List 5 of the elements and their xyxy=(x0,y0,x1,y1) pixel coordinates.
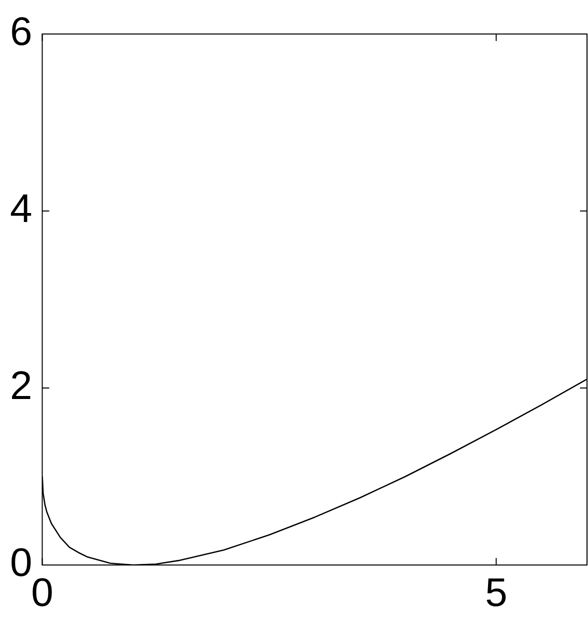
x-tick-label: 5 xyxy=(485,571,508,616)
y-tick-label: 4 xyxy=(10,187,32,232)
y-tick-label: 6 xyxy=(10,10,32,54)
y-tick-label: 2 xyxy=(10,364,32,408)
y-tick-label: 0 xyxy=(10,541,32,586)
